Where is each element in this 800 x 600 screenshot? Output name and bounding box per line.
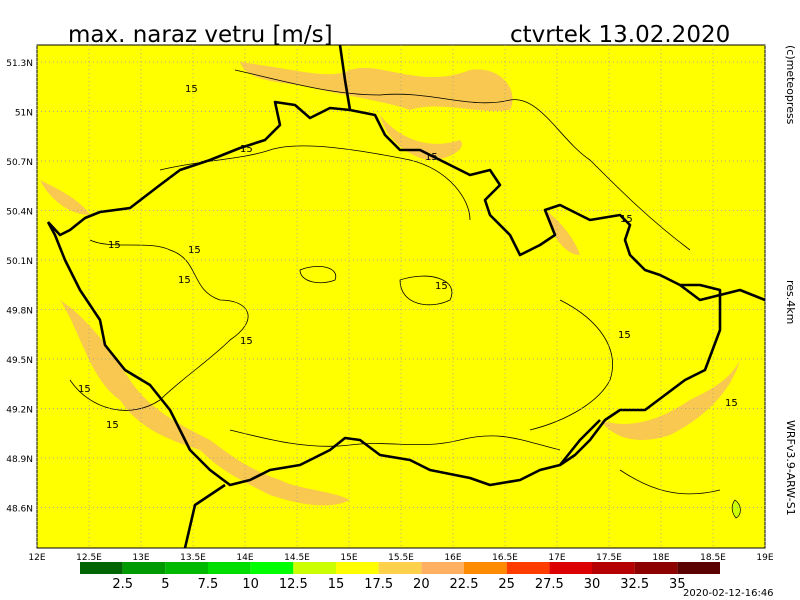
colorbar-swatch — [165, 562, 208, 574]
lon-label: 18.5E — [700, 553, 726, 563]
colorbar-label: 22.5 — [450, 577, 479, 592]
colorbar-label: 35 — [669, 577, 686, 592]
gust-patch-green — [731, 499, 741, 519]
lat-label: 48.6N — [6, 505, 33, 515]
colorbar-label: 5 — [161, 577, 169, 592]
lon-label: 15E — [340, 553, 357, 563]
lon-label: 18E — [652, 553, 669, 563]
copyright: (c)meteopress — [784, 45, 797, 125]
colorbar-swatch — [506, 562, 550, 574]
contour-label: 15 — [178, 275, 191, 286]
lon-label: 16E — [444, 553, 461, 563]
colorbar-swatch — [378, 562, 422, 574]
colorbar-label: 7.5 — [198, 577, 219, 592]
contour-label: 15 — [108, 240, 121, 251]
colorbar-swatch — [208, 562, 251, 574]
lat-label: 49.2N — [6, 406, 33, 416]
colorbar-label: 12.5 — [279, 577, 308, 592]
lon-label: 13E — [132, 553, 149, 563]
map-frame — [36, 44, 766, 549]
lon-label: 17.5E — [596, 553, 622, 563]
colorbar-label: 27.5 — [535, 577, 564, 592]
map-date: ctvrtek 13.02.2020 — [510, 22, 730, 48]
resolution: res.4km — [784, 280, 797, 324]
lat-label: 49.5N — [6, 356, 33, 366]
colorbar-swatch — [549, 562, 592, 574]
contour-label: 15 — [240, 336, 253, 347]
colorbar-label: 17.5 — [364, 577, 393, 592]
lon-label: 14E — [236, 553, 253, 563]
map-title: max. naraz vetru [m/s] — [68, 22, 333, 48]
colorbar-swatch — [336, 562, 379, 574]
contour-label: 15 — [78, 384, 91, 395]
lat-label: 50.7N — [6, 158, 33, 168]
contour-label: 15 — [425, 152, 438, 163]
colorbar-label: 2.5 — [112, 577, 133, 592]
contour-label: 15 — [620, 214, 633, 225]
colorbar-swatch — [677, 562, 720, 574]
lat-label: 48.9N — [6, 455, 33, 465]
contours — [69, 69, 721, 495]
colorbar-swatch — [592, 562, 635, 574]
colorbar-label: 15 — [328, 577, 345, 592]
lat-label: 51N — [15, 109, 33, 119]
model: WRFv3.9-ARW-S1 — [784, 420, 797, 516]
lon-label: 19E — [756, 553, 773, 563]
colorbar-swatch — [80, 562, 123, 574]
lon-label: 14.5E — [284, 553, 310, 563]
map-area: 15 15 15 15 15 15 15 15 15 15 15 15 15 — [36, 44, 766, 549]
contour-label: 15 — [618, 330, 631, 341]
contour-label: 15 — [240, 144, 253, 155]
contour-label: 15 — [188, 245, 201, 256]
timestamp: 2020-02-12-16:46 — [683, 588, 774, 599]
lat-label: 49.8N — [6, 307, 33, 317]
colorbar-swatch — [634, 562, 678, 574]
lon-label: 17E — [548, 553, 565, 563]
contour-label: 15 — [106, 420, 119, 431]
lon-label: 15.5E — [388, 553, 414, 563]
lon-label: 16.5E — [492, 553, 518, 563]
lon-label: 13.5E — [180, 553, 206, 563]
lat-label: 51.3N — [6, 59, 33, 69]
colorbar-swatch — [250, 562, 294, 574]
colorbar-swatch — [421, 562, 464, 574]
colorbar-label: 20 — [413, 577, 430, 592]
contour-labels: 15 15 15 15 15 15 15 15 15 15 15 15 15 — [78, 84, 738, 431]
lon-label: 12E — [28, 553, 45, 563]
colorbar-swatch — [293, 562, 336, 574]
contour-label: 15 — [185, 84, 198, 95]
colorbar-swatch — [464, 562, 507, 574]
borders — [46, 44, 766, 549]
colorbar: 2.5 5 7.5 10 12.5 15 17.5 20 22.5 25 27.5 30 32.5 35 — [80, 562, 720, 592]
lat-label: 50.4N — [6, 208, 33, 218]
colorbar-label: 25 — [498, 577, 515, 592]
lon-label: 12.5E — [76, 553, 102, 563]
axis-labels: 51.3N 51N 50.7N 50.4N 50.1N 49.8N 49.5N 49.2N 48… — [6, 59, 774, 563]
contour-label: 15 — [725, 398, 738, 409]
colorbar-swatch — [122, 562, 166, 574]
colorbar-label: 10 — [242, 577, 259, 592]
colorbar-label: 30 — [584, 577, 601, 592]
colorbar-label: 32.5 — [620, 577, 649, 592]
contour-label: 15 — [435, 281, 448, 292]
lat-label: 50.1N — [6, 257, 33, 267]
